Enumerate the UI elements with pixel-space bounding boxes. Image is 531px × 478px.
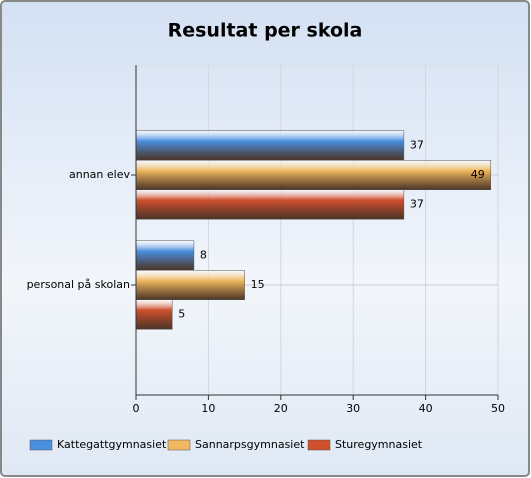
bar <box>135 130 405 161</box>
chart-title: Resultat per skola <box>168 20 363 42</box>
x-tick-label: 0 <box>133 402 140 415</box>
legend-swatch <box>167 439 191 451</box>
legend-label: Sannarpsgymnasiet <box>195 438 305 451</box>
y-tick-label: annan elev <box>69 168 130 181</box>
bar <box>135 270 245 300</box>
x-tick-label: 40 <box>419 402 433 415</box>
bar <box>135 160 492 190</box>
x-tick-label: 30 <box>346 402 360 415</box>
value-label: 5 <box>178 308 185 321</box>
bar <box>135 189 405 220</box>
x-tick-label: 50 <box>491 402 505 415</box>
legend-swatch <box>29 439 53 451</box>
value-label: 49 <box>471 168 485 181</box>
value-label: 37 <box>410 198 424 211</box>
bar <box>135 240 195 271</box>
legend-label: Sturegymnasiet <box>335 438 423 451</box>
x-tick-label: 10 <box>201 402 215 415</box>
bar <box>135 299 173 330</box>
value-label: 15 <box>251 278 265 291</box>
legend-swatch <box>307 439 331 451</box>
value-label: 8 <box>200 249 207 262</box>
y-tick-label: personal på skolan <box>27 278 130 291</box>
legend-label: Kattegattgymnasiet <box>57 438 167 451</box>
x-tick-label: 20 <box>274 402 288 415</box>
value-label: 37 <box>410 139 424 152</box>
